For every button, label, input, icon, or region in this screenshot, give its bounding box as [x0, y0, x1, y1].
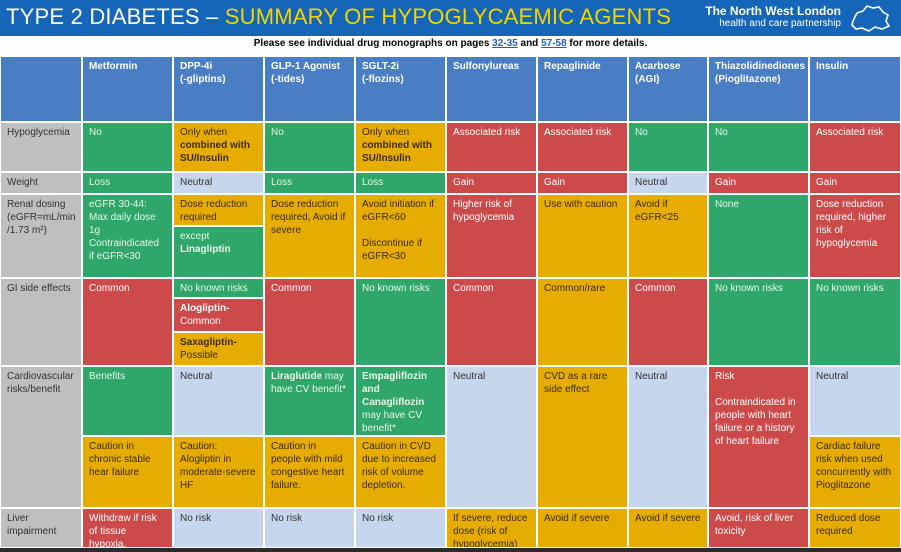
cell-liver-glp1: No risk [264, 508, 355, 548]
cell-gi-dpp4i-bottom: Saxagliptin- Possible [173, 332, 264, 366]
cell-gi-tzd: No known risks [708, 278, 809, 366]
title-prefix: TYPE 2 DIABETES – [6, 4, 225, 29]
cell-hypo-rep: Associated risk [537, 122, 628, 172]
cell-renal-metformin: eGFR 30-44: Max daily dose 1g Contraindica… [82, 194, 173, 278]
cell-liver-acarbose: Avoid if severe [628, 508, 708, 548]
cell-renal-dpp4i-bottom: except Linagliptin [173, 226, 264, 278]
col-acarbose: Acarbose (AGI) [628, 56, 708, 122]
cell-cv-glp1-top: Liraglutide may have CV benefit* [264, 366, 355, 436]
cell-weight-tzd: Gain [708, 172, 809, 194]
col-sglt2i: SGLT-2i (-flozins) [355, 56, 446, 122]
cell-renal-rep: Use with caution [537, 194, 628, 278]
logo-line2: health and care partnership [719, 18, 841, 29]
pages-link-1[interactable]: 32-35 [492, 38, 518, 49]
cell-liver-sglt2i: No risk [355, 508, 446, 548]
nwl-logo: The North West London health and care pa… [705, 2, 893, 34]
header-blank [0, 56, 82, 122]
logo-line1: The North West London [705, 4, 841, 18]
cell-liver-dpp4i: No risk [173, 508, 264, 548]
col-sulfonylureas: Sulfonylureas [446, 56, 537, 122]
cell-hypo-dpp4i: Only when combined with SU/Insulin [173, 122, 264, 172]
cell-hypo-acarbose: No [628, 122, 708, 172]
cell-hypo-tzd: No [708, 122, 809, 172]
cell-gi-sglt2i: No known risks [355, 278, 446, 366]
cell-cv-insulin-bottom: Cardiac failure risk when used concurren… [809, 436, 901, 508]
page-title: TYPE 2 DIABETES – SUMMARY OF HYPOGLYCAEM… [6, 4, 671, 30]
cell-cv-metformin-top: Benefits [82, 366, 173, 436]
cell-weight-glp1: Loss [264, 172, 355, 194]
cell-renal-sglt2i: Avoid initiation if eGFR<60 Discontinue i… [355, 194, 446, 278]
cell-gi-dpp4i-mid: Alogliptin- Common [173, 298, 264, 332]
note-suffix: for more details. [566, 38, 648, 49]
row-label-hypoglycemia: Hypoglycemia [0, 122, 82, 172]
cell-cv-dpp4i-bottom: Caution: Alogliptin in moderate-severe H… [173, 436, 264, 508]
cell-cv-acarbose: Neutral [628, 366, 708, 508]
title-highlight: SUMMARY OF HYPOGLYCAEMIC AGENTS [224, 4, 672, 29]
col-thiazolidinediones: Thiazolidinediones (Pioglitazone) [708, 56, 809, 122]
cell-gi-dpp4i-top: No known risks [173, 278, 264, 298]
col-glp1: GLP-1 Agonist (-tides) [264, 56, 355, 122]
row-label-liver: Liver impairment [0, 508, 82, 548]
row-label-cardiovascular: Cardiovascular risks/benefit [0, 366, 82, 508]
row-label-weight: Weight [0, 172, 82, 194]
cell-cv-metformin-bottom: Caution in chronic stable hear failure [82, 436, 173, 508]
cell-liver-insulin: Reduced dose required [809, 508, 901, 548]
window-bottom-edge [0, 548, 901, 552]
col-metformin: Metformin [82, 56, 173, 122]
cell-liver-metformin: Withdraw if risk of tissue hypoxia. [82, 508, 173, 548]
cell-liver-tzd: Avoid, risk of liver toxicity [708, 508, 809, 548]
cell-cv-sglt2i-top: Empagliflozin and Canagliflozin may have … [355, 366, 446, 436]
cell-renal-su: Higher risk of hypoglycemia [446, 194, 537, 278]
cell-renal-glp1: Dose reduction required, Avoid if severe [264, 194, 355, 278]
cell-weight-sglt2i: Loss [355, 172, 446, 194]
cell-liver-rep: Avoid if severe [537, 508, 628, 548]
cell-renal-acarbose: Avoid if eGFR<25 [628, 194, 708, 278]
cell-weight-acarbose: Neutral [628, 172, 708, 194]
cell-cv-insulin-top: Neutral [809, 366, 901, 436]
cell-weight-dpp4i: Neutral [173, 172, 264, 194]
cell-cv-rep: CVD as a rare side effect [537, 366, 628, 508]
cell-weight-metformin: Loss [82, 172, 173, 194]
cell-cv-dpp4i-top: Neutral [173, 366, 264, 436]
cell-gi-su: Common [446, 278, 537, 366]
cell-cv-tzd: Risk Contraindicated in people with heart… [708, 366, 809, 508]
note-middle: and [517, 38, 542, 49]
cell-gi-insulin: No known risks [809, 278, 901, 366]
col-insulin: Insulin [809, 56, 901, 122]
cell-hypo-sglt2i: Only when combined with SU/Insulin [355, 122, 446, 172]
cell-cv-sglt2i-bottom: Caution in CVD due to increased risk of … [355, 436, 446, 508]
cell-gi-acarbose: Common [628, 278, 708, 366]
cell-hypo-insulin: Associated risk [809, 122, 901, 172]
cell-cv-su: Neutral [446, 366, 537, 508]
cell-gi-metformin: Common [82, 278, 173, 366]
cell-hypo-su: Associated risk [446, 122, 537, 172]
cell-renal-tzd: None [708, 194, 809, 278]
note-prefix: Please see individual drug monographs on… [253, 38, 493, 49]
cell-hypo-glp1: No [264, 122, 355, 172]
cell-gi-rep: Common/rare [537, 278, 628, 366]
cell-gi-glp1: Common [264, 278, 355, 366]
cell-liver-su: If severe, reduce dose (risk of hypoglyc… [446, 508, 537, 548]
col-dpp4i: DPP-4i (-gliptins) [173, 56, 264, 122]
cell-weight-insulin: Gain [809, 172, 901, 194]
cell-renal-insulin: Dose reduction required, higher risk of … [809, 194, 901, 278]
col-repaglinide: Repaglinide [537, 56, 628, 122]
monograph-note: Please see individual drug monographs on… [0, 38, 901, 54]
cell-cv-glp1-bottom: Caution in people with mild congestive h… [264, 436, 355, 508]
cell-renal-dpp4i-top: Dose reduction required [173, 194, 264, 226]
row-label-gi: GI side effects [0, 278, 82, 366]
cell-hypo-metformin: No [82, 122, 173, 172]
row-label-renal: Renal dosing (eGFR=mL/min/1.73 m²) [0, 194, 82, 278]
title-banner: TYPE 2 DIABETES – SUMMARY OF HYPOGLYCAEM… [0, 0, 901, 36]
pages-link-2[interactable]: 57-58 [541, 38, 567, 49]
cell-weight-su: Gain [446, 172, 537, 194]
cell-weight-rep: Gain [537, 172, 628, 194]
london-map-icon [851, 5, 891, 32]
